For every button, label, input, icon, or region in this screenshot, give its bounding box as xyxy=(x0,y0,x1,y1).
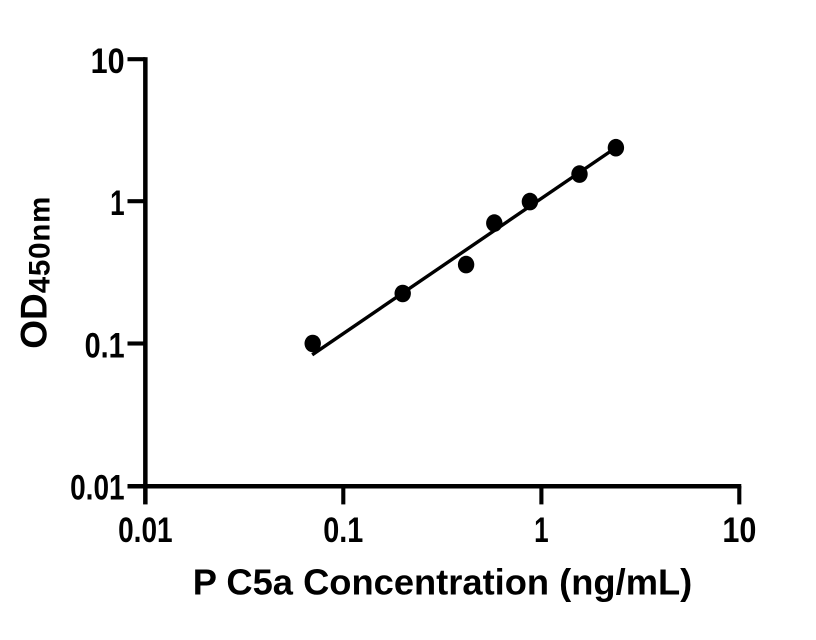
svg-text:0.1: 0.1 xyxy=(323,510,363,550)
svg-text:0.1: 0.1 xyxy=(85,325,125,365)
svg-text:1: 1 xyxy=(534,510,549,550)
svg-text:10: 10 xyxy=(91,41,125,81)
svg-text:0.01: 0.01 xyxy=(70,467,125,507)
svg-text:10: 10 xyxy=(722,510,756,550)
svg-text:P C5a Concentration (ng/mL): P C5a Concentration (ng/mL) xyxy=(193,562,692,603)
svg-text:1: 1 xyxy=(110,183,125,223)
svg-text:0.01: 0.01 xyxy=(118,510,173,550)
